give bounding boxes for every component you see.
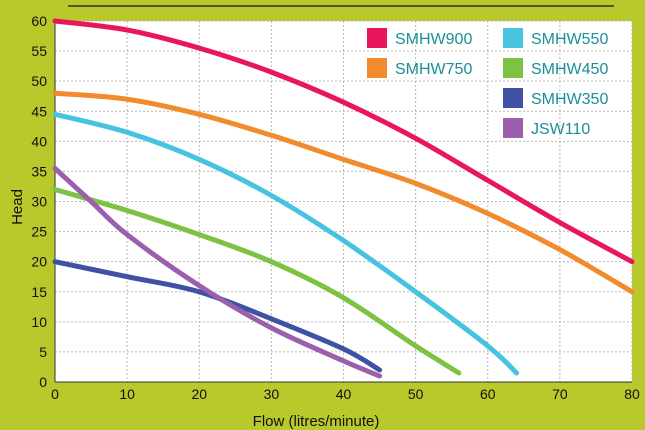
y-tick-label: 15 (31, 284, 47, 300)
x-tick-label: 70 (552, 386, 568, 402)
y-tick-label: 30 (31, 194, 47, 210)
y-tick-label: 60 (31, 13, 47, 29)
legend-swatch-smhw900 (367, 28, 387, 48)
series-line-smhw450 (52, 187, 462, 376)
series-lines (52, 18, 635, 379)
legend: SMHW900 SMHW550 SMHW750 SMHW450 SMHW350 JSW11… (367, 28, 608, 138)
legend-label-smhw550: SMHW550 (531, 31, 608, 48)
legend-label-jsw110: JSW110 (531, 121, 590, 138)
grid (54, 20, 633, 383)
legend-label-smhw750: SMHW750 (395, 61, 472, 78)
series-line-smhw550 (52, 111, 520, 376)
x-tick-label: 40 (336, 386, 352, 402)
y-tick-label: 35 (31, 163, 47, 179)
legend-swatch-jsw110 (503, 118, 523, 138)
series-line-smhw900 (52, 18, 635, 265)
x-tick-label: 10 (119, 386, 135, 402)
legend-label-smhw900: SMHW900 (395, 31, 472, 48)
legend-label-smhw450: SMHW450 (531, 61, 608, 78)
y-axis-label: Head (9, 189, 26, 225)
x-tick-label: 0 (51, 386, 59, 402)
x-tick-label: 50 (408, 386, 424, 402)
legend-label-smhw350: SMHW350 (531, 91, 608, 108)
series-line-jsw110 (52, 165, 383, 379)
y-tick-label: 10 (31, 314, 47, 330)
y-tick-label: 45 (31, 103, 47, 119)
tick-labels: 0 10 20 30 40 50 60 70 80 0 5 10 15 20 25 30 35 40 45 50 55 6… (31, 13, 640, 402)
x-tick-label: 60 (480, 386, 496, 402)
y-tick-label: 0 (39, 374, 47, 390)
x-axis-label: Flow (litres/minute) (253, 413, 380, 430)
y-tick-label: 40 (31, 133, 47, 149)
series-line-smhw750 (52, 90, 635, 295)
legend-swatch-smhw750 (367, 58, 387, 78)
legend-swatch-smhw450 (503, 58, 523, 78)
y-tick-label: 50 (31, 73, 47, 89)
x-tick-label: 20 (191, 386, 207, 402)
y-tick-label: 25 (31, 224, 47, 240)
legend-swatch-smhw350 (503, 88, 523, 108)
x-tick-label: 30 (264, 386, 280, 402)
x-tick-label: 80 (624, 386, 640, 402)
legend-swatch-smhw550 (503, 28, 523, 48)
y-tick-label: 55 (31, 43, 47, 59)
y-tick-label: 5 (39, 344, 47, 360)
y-tick-label: 20 (31, 254, 47, 270)
